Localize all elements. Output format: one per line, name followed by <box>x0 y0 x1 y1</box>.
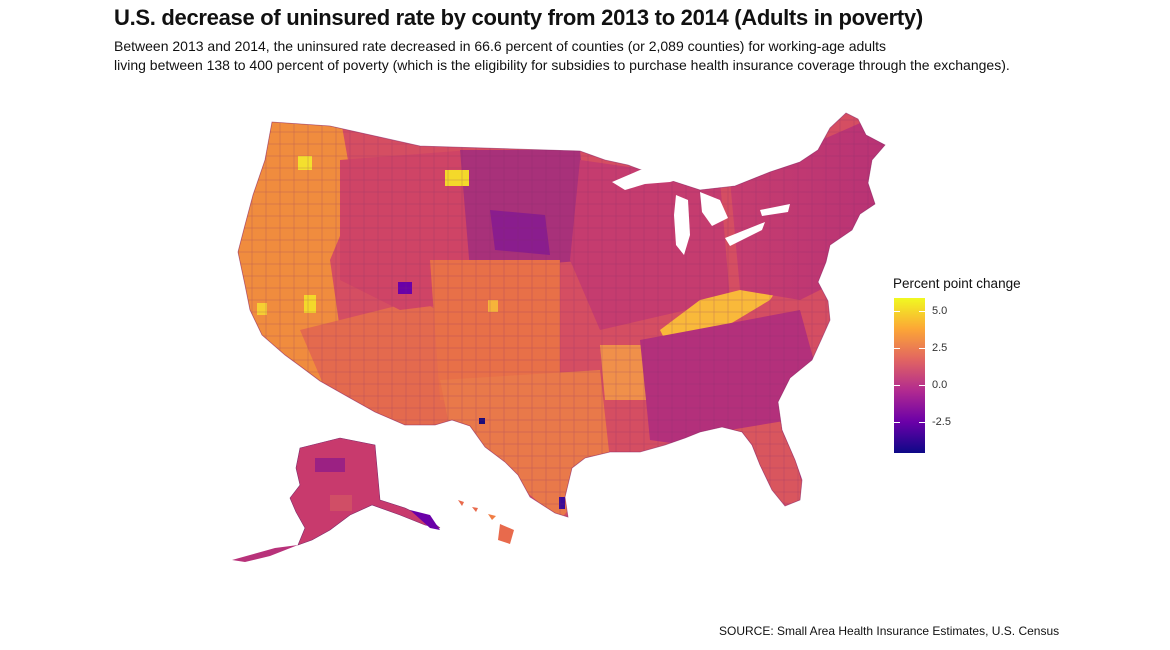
legend-color-bar <box>894 298 925 453</box>
alaska-map <box>232 437 441 562</box>
hawaii-map <box>458 500 514 544</box>
subtitle-line-1: Between 2013 and 2014, the uninsured rat… <box>114 38 887 54</box>
legend-title: Percent point change <box>893 276 1021 291</box>
chart-title: U.S. decrease of uninsured rate by count… <box>114 5 923 30</box>
lake-michigan <box>674 195 690 255</box>
legend-tick-label: 5.0 <box>932 305 948 318</box>
color-legend: Percent point change 5.0 2.5 0.0 -2.5 <box>893 276 1043 466</box>
chart-subtitle: Between 2013 and 2014, the uninsured rat… <box>114 37 1074 75</box>
lake-superior <box>612 166 690 190</box>
lake-erie <box>725 222 765 246</box>
subtitle-line-2: living between 138 to 400 percent of pov… <box>114 57 1010 73</box>
lake-huron <box>700 192 728 226</box>
lake-ontario <box>760 204 790 216</box>
legend-tick-label: 0.0 <box>932 379 948 392</box>
source-note: SOURCE: Small Area Health Insurance Esti… <box>719 624 1060 638</box>
legend-tick-label: -2.5 <box>932 416 951 428</box>
legend-tick-label: 2.5 <box>932 342 948 355</box>
